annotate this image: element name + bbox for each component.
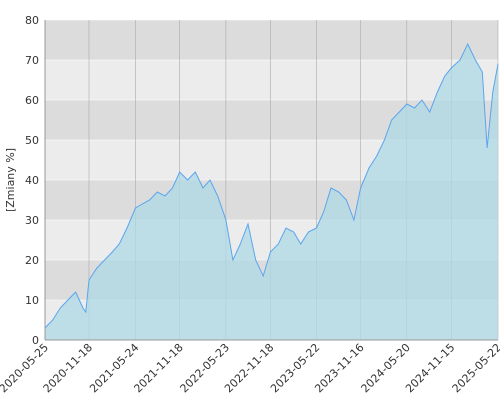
y-tick-label: 40	[25, 174, 39, 187]
x-tick-label: 2025-05-22	[450, 341, 500, 395]
y-tick-label: 30	[25, 214, 39, 227]
y-tick-label: 70	[25, 54, 39, 67]
y-tick-label: 0	[32, 334, 39, 347]
area	[45, 44, 498, 340]
y-tick-label: 20	[25, 254, 39, 267]
y-tick-label: 80	[25, 14, 39, 27]
grid-band	[45, 20, 498, 60]
y-axis-label: [Zmiany %]	[4, 148, 17, 212]
grid-band	[45, 60, 498, 100]
y-tick-label: 10	[25, 294, 39, 307]
y-tick-label: 50	[25, 134, 39, 147]
y-tick-label: 60	[25, 94, 39, 107]
line	[44, 42, 499, 329]
